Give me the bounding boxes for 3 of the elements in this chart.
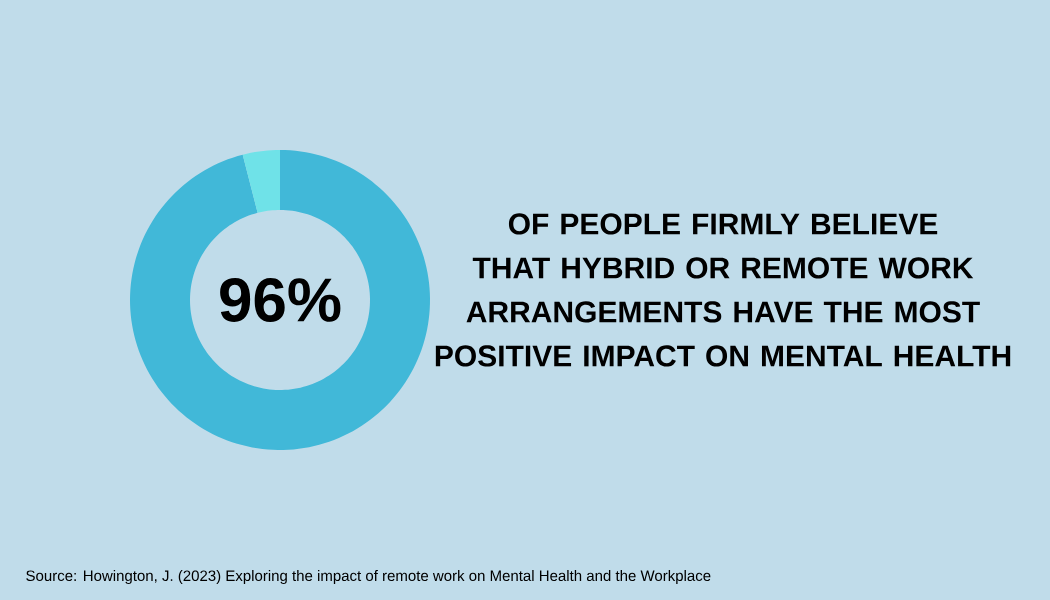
data-label: 96%: [220, 278, 341, 322]
source-note: Source: Howington, J. (2023) Exploring the impact of remote work on Mental Health and the Workplace: [26, 570, 711, 584]
text: OF PEOPLE FIRMLY BELIEVE THAT HYBRID OR REMOTE WORK ARRANGEMENTS HAVE THE MOST POSITIVE IMPACT ON MENTAL HEALTH: [435, 213, 1011, 367]
